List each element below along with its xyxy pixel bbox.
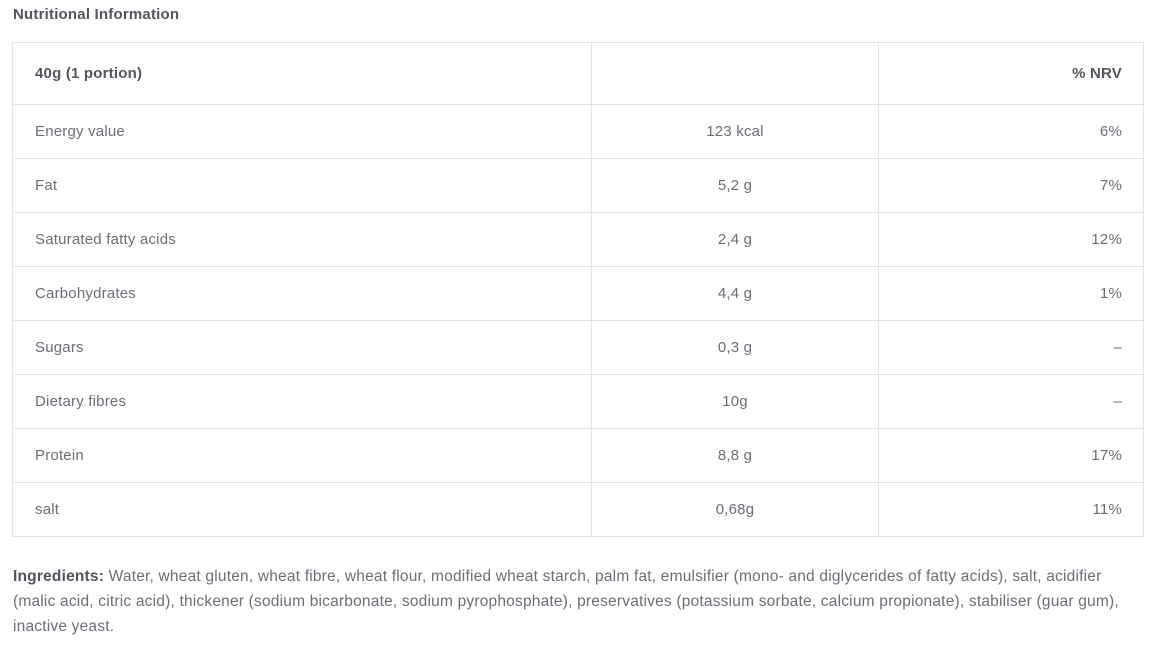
nutrient-amount: 2,4 g [591,212,879,267]
nutrient-amount: 4,4 g [591,266,879,321]
ingredients-paragraph: Ingredients: Water, wheat gluten, wheat … [13,564,1141,639]
nutrition-table: 40g (1 portion) % NRV Energy value 123 kc… [12,42,1144,537]
section-title: Nutritional Information [13,6,180,23]
nutrient-label: Dietary fibres [12,374,592,429]
nutrient-amount: 8,8 g [591,428,879,483]
table-row: Carbohydrates 4,4 g 1% [12,266,1144,321]
ingredients-text: Water, wheat gluten, wheat fibre, wheat … [13,568,1119,635]
nutrient-label: salt [12,482,592,537]
nutrient-amount: 0,68g [591,482,879,537]
nutrient-label: Energy value [12,104,592,159]
table-row: Saturated fatty acids 2,4 g 12% [12,212,1144,267]
nutrient-nrv: 1% [878,266,1144,321]
nutrient-label: Carbohydrates [12,266,592,321]
table-row: Fat 5,2 g 7% [12,158,1144,213]
nutrient-nrv: 12% [878,212,1144,267]
nutrient-amount: 0,3 g [591,320,879,375]
table-header-row: 40g (1 portion) % NRV [12,42,1144,105]
header-portion: 40g (1 portion) [12,42,592,105]
ingredients-label: Ingredients: [13,568,105,585]
table-row: Energy value 123 kcal 6% [12,104,1144,159]
nutrient-nrv: 6% [878,104,1144,159]
nutrient-amount: 10g [591,374,879,429]
nutrient-nrv: 11% [878,482,1144,537]
nutrient-nrv: 7% [878,158,1144,213]
nutrient-nrv: 17% [878,428,1144,483]
table-row: Protein 8,8 g 17% [12,428,1144,483]
header-nrv: % NRV [878,42,1144,105]
nutrient-amount: 5,2 g [591,158,879,213]
table-row: Dietary fibres 10g – [12,374,1144,429]
nutrient-label: Protein [12,428,592,483]
nutrient-label: Fat [12,158,592,213]
header-amount [591,42,879,105]
nutrient-nrv: – [878,320,1144,375]
nutrient-label: Saturated fatty acids [12,212,592,267]
nutrient-label: Sugars [12,320,592,375]
nutrient-nrv: – [878,374,1144,429]
table-row: salt 0,68g 11% [12,482,1144,537]
nutrient-amount: 123 kcal [591,104,879,159]
table-row: Sugars 0,3 g – [12,320,1144,375]
